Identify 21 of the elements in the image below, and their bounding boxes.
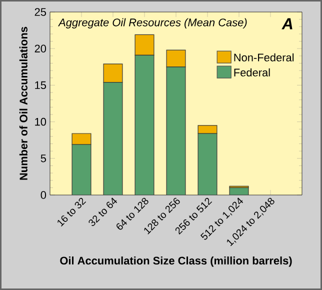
legend-label: Federal (234, 68, 270, 76)
bar (134, 54, 154, 195)
bar (103, 64, 123, 83)
y-tick-label: 25 (34, 8, 46, 16)
bar (198, 133, 218, 195)
legend-label: Non-Federal (234, 53, 294, 62)
bar (72, 144, 92, 195)
x-axis-title: Oil Accumulation Size Class (million barrels) (60, 256, 292, 267)
y-tick-label: 5 (40, 154, 46, 162)
y-tick-label: 10 (35, 118, 46, 126)
y-axis-title: Number of Oil Accumulations (19, 26, 28, 180)
text: Aggregate Oil Resources (Mean Case) (58, 18, 247, 28)
bar (198, 125, 218, 134)
x-tick-label: 16 to 32 (58, 198, 86, 227)
y-tick-label: 0 (40, 191, 46, 199)
bar (166, 66, 186, 195)
bar (103, 82, 123, 195)
x-tick-label: 32 to 64 (88, 198, 118, 226)
y-tick-label: 15 (35, 81, 46, 90)
annotation: A (282, 18, 292, 30)
y-tick-label: 20 (34, 44, 46, 52)
